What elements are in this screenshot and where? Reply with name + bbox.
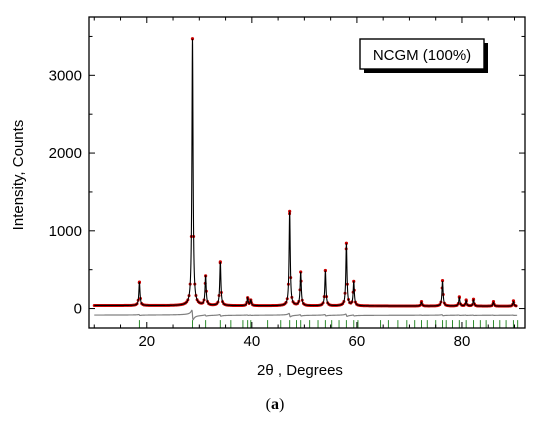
observed-point [344,241,348,245]
legend-box [359,38,485,70]
y-tick-label: 2000 [49,145,82,162]
plot-frame [88,16,526,329]
observed-series [92,37,518,308]
x-tick-label: 60 [349,333,366,350]
y-tick-label: 0 [74,301,82,318]
x-tick-label: 20 [138,333,155,350]
legend-label: NCGM (100%) [373,47,471,64]
difference-curve [94,309,518,321]
y-tick-label: 3000 [49,67,82,84]
figure-caption-letter: a [271,396,279,413]
y-axis-label: Intensity, Counts [10,120,27,231]
figure-caption: (a) [265,396,285,413]
y-tick-label: 1000 [49,223,82,240]
observed-point [323,268,327,273]
calculated-curve [94,38,518,307]
observed-point [288,209,292,213]
x-axis-label: 2θ , Degrees [257,362,343,379]
x-tick-label: 40 [243,333,260,350]
x-tick-label: 80 [454,333,471,350]
bragg-positions [138,320,519,329]
observed-point [190,37,195,41]
observed-point [440,278,445,283]
